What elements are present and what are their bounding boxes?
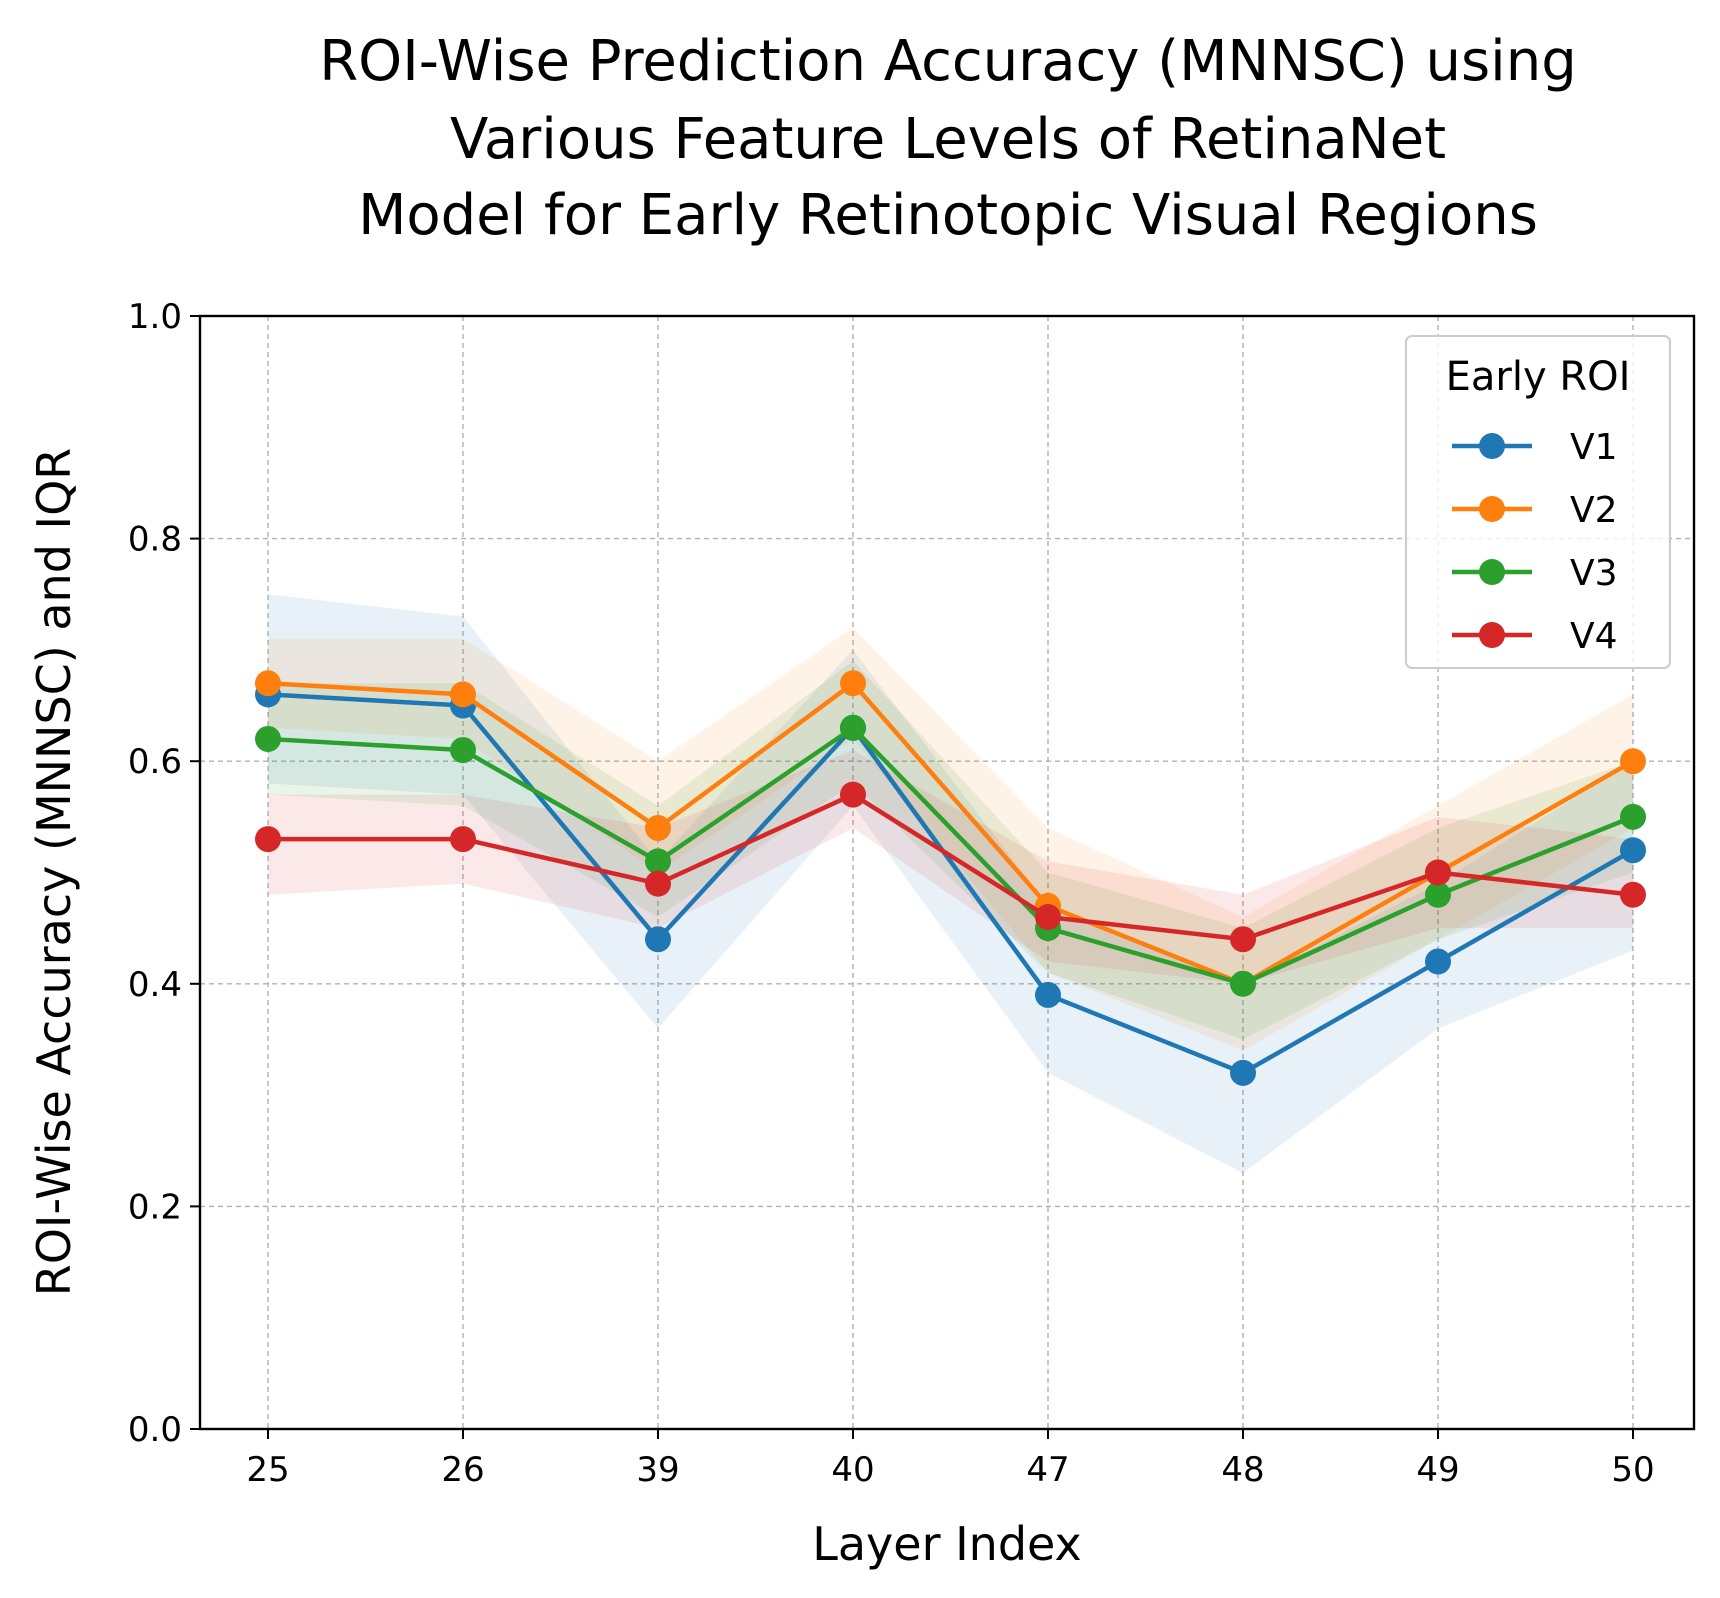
data-point-v1 xyxy=(1425,948,1451,975)
data-point-v1 xyxy=(1620,837,1646,864)
legend-marker xyxy=(1479,559,1505,585)
data-point-v2 xyxy=(450,681,476,708)
legend-entry-v1: V1 xyxy=(1452,427,1618,468)
data-point-v3 xyxy=(1425,881,1451,908)
x-tick-label: 48 xyxy=(1221,1450,1264,1490)
x-tick-label: 26 xyxy=(441,1450,484,1490)
x-tick-label: 47 xyxy=(1026,1450,1069,1490)
data-point-v3 xyxy=(840,714,866,741)
iqr-band-v4 xyxy=(268,750,1633,984)
plot-frame xyxy=(198,314,1696,1431)
data-point-v2 xyxy=(645,814,671,841)
data-point-v4 xyxy=(1425,859,1451,886)
y-axis-label: ROI-Wise Accuracy (MNNSC) and IQR xyxy=(27,448,81,1296)
data-point-v4 xyxy=(1230,926,1256,953)
y-tick-label: 0.8 xyxy=(128,520,182,560)
data-point-v3 xyxy=(1230,970,1256,997)
x-tick-label: 50 xyxy=(1611,1450,1654,1490)
series-line-v4 xyxy=(268,792,1634,942)
iqr-band-v1 xyxy=(268,594,1633,1174)
chart-title-line-3: Model for Early Retinotopic Visual Regio… xyxy=(358,183,1538,248)
data-point-v2 xyxy=(1620,748,1646,775)
legend-label: V1 xyxy=(1570,427,1618,468)
y-tick-label: 0.0 xyxy=(128,1410,182,1450)
legend-box xyxy=(1405,335,1671,669)
data-point-v4 xyxy=(450,826,476,853)
data-point-v2 xyxy=(840,670,866,697)
legend-marker xyxy=(1479,622,1505,648)
data-point-v2 xyxy=(255,670,281,697)
data-point-v1 xyxy=(1035,981,1061,1008)
legend: Early ROI V1 V2 V3 V4 xyxy=(1405,335,1671,669)
legend-marker xyxy=(1479,433,1505,459)
chart-title: ROI-Wise Prediction Accuracy (MNNSC) usi… xyxy=(319,29,1577,248)
legend-marker xyxy=(1479,496,1505,522)
legend-title: Early ROI xyxy=(1446,354,1631,400)
y-tick-label: 0.6 xyxy=(128,742,182,782)
data-point-v4 xyxy=(1620,881,1646,908)
legend-label: V4 xyxy=(1570,616,1618,657)
legend-entry-v3: V3 xyxy=(1452,553,1618,594)
data-point-v4 xyxy=(1035,904,1061,931)
x-tick-label: 49 xyxy=(1416,1450,1459,1490)
x-axis-label: Layer Index xyxy=(812,1517,1082,1571)
iqr-band-v2 xyxy=(268,627,1633,1051)
x-tick-label: 40 xyxy=(831,1450,874,1490)
y-tick-label: 0.4 xyxy=(128,965,182,1005)
series-line-v3 xyxy=(267,725,1634,987)
legend-entries: V1 V2 V3 V4 xyxy=(1452,427,1618,657)
data-point-v1 xyxy=(1230,1059,1256,1086)
chart-title-line-2: Various Feature Levels of RetinaNet xyxy=(450,107,1446,172)
axis-ticks: 25 26 39 40 47 48 49 50 0.0 0.2 0.4 0.6 0.8 1.0 xyxy=(128,297,1655,1490)
data-point-v3 xyxy=(645,848,671,875)
legend-entry-v2: V2 xyxy=(1452,490,1618,531)
legend-label: V3 xyxy=(1570,553,1618,594)
y-tick-label: 0.2 xyxy=(128,1187,182,1227)
data-point-v3 xyxy=(255,725,281,752)
iqr-bands xyxy=(268,594,1633,1174)
data-point-v1 xyxy=(645,926,671,953)
series-line-v1 xyxy=(267,692,1635,1076)
y-tick-label: 1.0 xyxy=(128,297,182,337)
data-point-v4 xyxy=(840,781,866,808)
series-line-v2 xyxy=(267,681,1635,987)
iqr-band-v3 xyxy=(268,661,1633,1040)
x-tick-label: 39 xyxy=(636,1450,679,1490)
series-v4 xyxy=(255,781,1646,953)
data-point-v4 xyxy=(255,826,281,853)
chart-title-line-1: ROI-Wise Prediction Accuracy (MNNSC) usi… xyxy=(319,29,1577,94)
x-tick-label: 25 xyxy=(246,1450,289,1490)
data-point-v3 xyxy=(1620,803,1646,830)
legend-label: V2 xyxy=(1570,490,1618,531)
data-point-v4 xyxy=(645,870,671,897)
series-lines xyxy=(255,670,1646,1086)
legend-entry-v4: V4 xyxy=(1452,616,1618,657)
data-point-v3 xyxy=(450,737,476,764)
